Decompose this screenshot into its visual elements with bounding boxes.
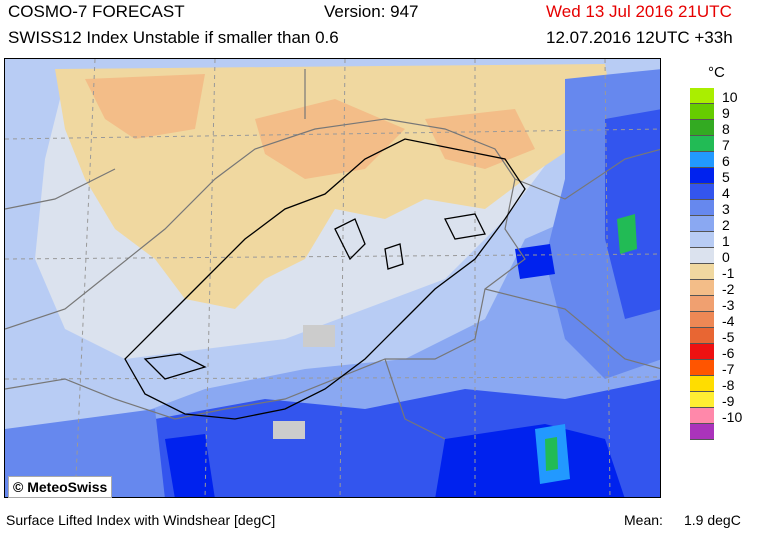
legend-swatch [690, 152, 714, 168]
dark-blue-east-blob [515, 244, 555, 279]
legend-label: 8 [722, 121, 730, 137]
mid-blue-south [5, 409, 165, 497]
mean-label: Mean: [624, 512, 663, 528]
legend-label: 9 [722, 105, 730, 121]
copyright-label: © MeteoSwiss [8, 476, 113, 498]
version-label: Version: 947 [324, 2, 419, 21]
legend-swatch [690, 120, 714, 136]
deep-blue-east [605, 109, 660, 319]
legend-label: 2 [722, 217, 730, 233]
nodata-box [303, 325, 335, 347]
legend-label: 0 [722, 249, 730, 265]
legend-label: -2 [722, 281, 735, 297]
country-borders [5, 69, 660, 440]
legend-label: -10 [722, 409, 743, 425]
legend-label: -5 [722, 329, 735, 345]
valid-time: Wed 13 Jul 2016 21UTC [546, 2, 732, 21]
legend-swatch [690, 104, 714, 120]
legend-label: 5 [722, 169, 730, 185]
map-svg [5, 59, 660, 497]
legend-swatch [690, 328, 714, 344]
color-legend [690, 88, 714, 440]
dark-blue-south [165, 434, 215, 497]
green-blob-2 [545, 437, 558, 471]
legend-label: 6 [722, 153, 730, 169]
forecast-map[interactable] [4, 58, 661, 498]
legend-unit: °C [708, 64, 725, 81]
run-time: 12.07.2016 12UTC +33h [546, 28, 733, 47]
legend-swatch [690, 376, 714, 392]
legend-swatch [690, 280, 714, 296]
legend-swatch [690, 184, 714, 200]
legend-label: 1 [722, 233, 730, 249]
legend-swatch [690, 392, 714, 408]
legend-swatch [690, 264, 714, 280]
legend-swatch [690, 248, 714, 264]
orange-zone-3 [425, 109, 535, 169]
dark-blue-south-2 [435, 424, 625, 497]
legend-swatch [690, 216, 714, 232]
legend-label: 4 [722, 185, 730, 201]
orange-zone [85, 74, 205, 139]
switzerland-border [124, 138, 526, 420]
legend-swatch [690, 360, 714, 376]
graticule [5, 59, 660, 497]
legend-label: -1 [722, 265, 735, 281]
orange-zone-2 [255, 99, 405, 179]
legend-swatch [690, 136, 714, 152]
legend-label: 7 [722, 137, 730, 153]
nodata-box [273, 421, 305, 439]
legend-label: -9 [722, 393, 735, 409]
legend-label: -3 [722, 297, 735, 313]
footer-description: Surface Lifted Index with Windshear [deg… [6, 512, 276, 528]
legend-label: -8 [722, 377, 735, 393]
legend-label: -6 [722, 345, 735, 361]
legend-swatch [690, 344, 714, 360]
legend-swatch [690, 296, 714, 312]
legend-swatch [690, 88, 714, 104]
legend-swatch [690, 232, 714, 248]
legend-label: -7 [722, 361, 735, 377]
mean-value: 1.9 degC [684, 512, 741, 528]
legend-swatch [690, 200, 714, 216]
legend-label: 10 [722, 89, 738, 105]
legend-swatch [690, 312, 714, 328]
legend-swatch [690, 408, 714, 424]
legend-label: 3 [722, 201, 730, 217]
green-blob [617, 214, 637, 254]
legend-swatch [690, 168, 714, 184]
index-title: SWISS12 Index Unstable if smaller than 0… [8, 28, 339, 47]
model-title: COSMO-7 FORECAST [8, 2, 185, 21]
legend-swatch [690, 424, 714, 440]
legend-label: -4 [722, 313, 735, 329]
